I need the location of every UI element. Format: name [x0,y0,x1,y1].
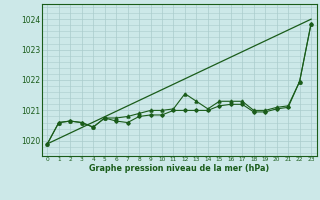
X-axis label: Graphe pression niveau de la mer (hPa): Graphe pression niveau de la mer (hPa) [89,164,269,173]
